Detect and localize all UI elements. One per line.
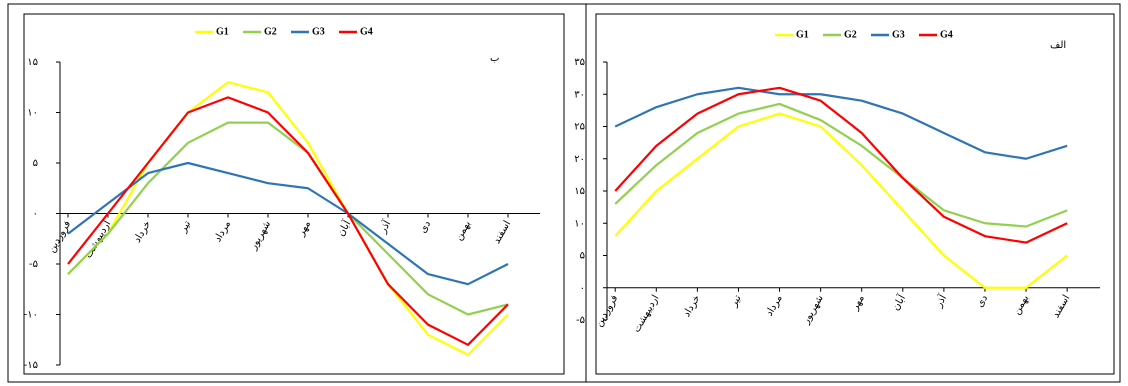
- x-tick-label: اسفند: [491, 219, 513, 246]
- legend-label: G1: [796, 29, 809, 40]
- y-tick-label: ۱۵: [574, 186, 585, 197]
- y-tick-label: ۱۰: [27, 108, 38, 119]
- x-tick-label: شهریور: [800, 293, 826, 326]
- chart-frame: [23, 13, 565, 375]
- x-tick-label: مهر: [295, 219, 313, 239]
- series-line: [67, 81, 509, 356]
- series-line: [67, 121, 509, 316]
- y-tick-label: ۳۵: [574, 57, 585, 68]
- y-tick-label: ۲۵: [574, 122, 585, 133]
- x-tick-label: دی: [418, 219, 434, 235]
- x-tick-label: خرداد: [132, 219, 153, 245]
- y-tick-label: -۵: [576, 315, 585, 326]
- x-tick-label: دی: [974, 293, 990, 309]
- x-tick-label: تیر: [728, 293, 744, 309]
- y-tick-label: ۰: [580, 283, 585, 294]
- x-tick-label: مرداد: [764, 293, 785, 318]
- x-tick-label: مرداد: [212, 219, 233, 244]
- chart-frame: [595, 13, 1115, 375]
- chart-title: الف: [1050, 40, 1066, 51]
- x-tick-label: فروردین: [593, 293, 620, 329]
- x-tick-label: مهر: [849, 293, 867, 313]
- x-tick-label: آذر: [931, 291, 949, 310]
- series-line: [614, 102, 1068, 228]
- x-tick-label: اردیبهشت: [631, 293, 661, 334]
- legend-label: G4: [360, 26, 373, 37]
- x-tick-label: اسفند: [1051, 293, 1073, 320]
- legend-label: G3: [892, 29, 905, 40]
- y-tick-label: -۱۵: [24, 360, 38, 371]
- x-tick-label: آذر: [375, 217, 393, 236]
- x-tick-label: تیر: [178, 219, 194, 235]
- x-tick-label: بهمن: [1011, 293, 1031, 317]
- y-tick-label: ۵: [580, 251, 585, 262]
- x-tick-label: آبان: [889, 291, 909, 312]
- chart-title: ب: [490, 53, 499, 64]
- series-line: [67, 96, 509, 346]
- y-tick-label: ۰: [33, 209, 38, 220]
- legend-label: G2: [844, 29, 857, 40]
- series-line: [614, 86, 1068, 244]
- y-tick-label: ۲۰: [574, 154, 585, 165]
- y-tick-label: -۵: [29, 259, 38, 270]
- y-tick-label: -۱۰: [24, 310, 38, 321]
- y-tick-label: ۱۵: [27, 57, 38, 68]
- x-tick-label: شهریور: [248, 219, 274, 252]
- series-line: [67, 161, 509, 286]
- legend-label: G2: [264, 26, 277, 37]
- legend-label: G4: [940, 29, 953, 40]
- x-tick-label: خرداد: [681, 293, 702, 319]
- series-line: [614, 86, 1068, 160]
- outer-frame: [7, 3, 1121, 383]
- y-tick-label: ۱۰: [574, 218, 585, 229]
- series-line: [614, 112, 1068, 289]
- y-tick-label: ۵: [33, 158, 38, 169]
- legend-label: G3: [312, 26, 325, 37]
- x-tick-label: بهمن: [453, 219, 473, 243]
- y-tick-label: ۳۰: [574, 89, 585, 100]
- legend-label: G1: [216, 26, 229, 37]
